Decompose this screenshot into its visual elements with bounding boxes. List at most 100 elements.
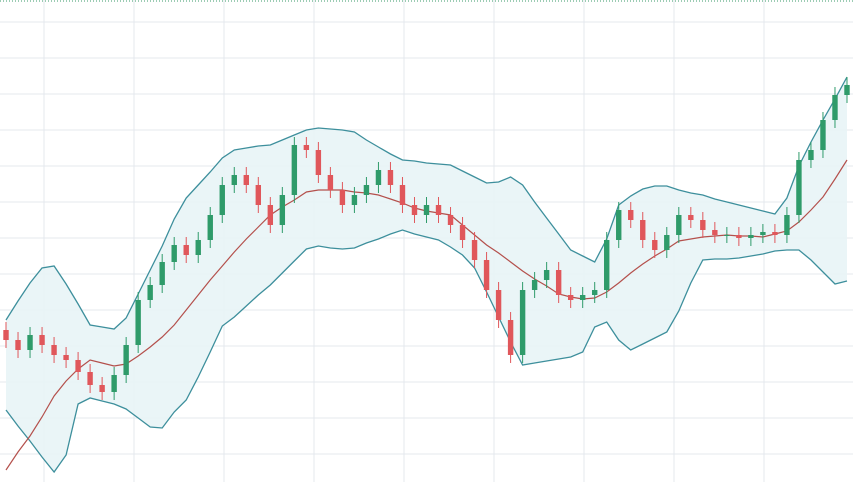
candle <box>315 142 322 183</box>
candle-body <box>760 232 766 235</box>
candle <box>75 352 81 380</box>
candle-body <box>375 170 382 185</box>
candle-body <box>844 85 850 95</box>
candle <box>676 207 682 243</box>
candle <box>820 112 826 158</box>
candle-body <box>736 235 742 238</box>
candle-body <box>555 270 562 295</box>
candle-body <box>471 240 478 260</box>
candle <box>772 224 778 243</box>
candle <box>736 227 742 246</box>
band-fill <box>6 77 847 472</box>
candle <box>243 167 249 193</box>
candle <box>39 327 45 353</box>
candle <box>87 364 93 393</box>
candle <box>664 227 670 258</box>
candle <box>303 137 310 158</box>
candle <box>279 187 286 233</box>
candle-body <box>519 290 526 355</box>
candle-body <box>39 335 45 345</box>
candle-body <box>123 345 129 375</box>
candle-body <box>543 270 550 280</box>
candle-body <box>363 185 370 195</box>
candle-body <box>219 185 225 215</box>
candle <box>808 142 814 168</box>
candle <box>459 217 466 248</box>
upper-band <box>5 76 848 330</box>
candle-body <box>459 225 466 240</box>
candle-body <box>796 160 802 215</box>
candle <box>652 232 658 258</box>
candle-body <box>447 215 454 225</box>
candle <box>135 292 141 353</box>
candle <box>844 77 850 103</box>
candle <box>411 197 418 223</box>
candle-body <box>700 220 706 230</box>
candle-body <box>135 300 141 345</box>
candle-body <box>171 245 177 262</box>
candle-body <box>531 280 538 290</box>
candle <box>784 207 790 243</box>
candle-body <box>507 320 514 355</box>
candle <box>195 232 201 263</box>
candle <box>3 322 9 348</box>
candle-body <box>207 215 213 240</box>
candle-body <box>339 190 346 205</box>
candle-body <box>483 260 490 290</box>
candle <box>27 327 33 358</box>
candle-body <box>676 215 682 235</box>
candle-body <box>495 290 502 320</box>
candle-body <box>387 170 394 185</box>
candle <box>832 87 838 128</box>
candle-body <box>820 120 826 150</box>
candle-body <box>99 385 105 392</box>
candle <box>339 182 346 213</box>
candle-body <box>579 295 586 300</box>
candle-body <box>616 210 622 240</box>
candle-body <box>327 175 334 190</box>
lower-band <box>5 229 848 474</box>
candle <box>567 287 574 308</box>
candle-body <box>652 240 658 250</box>
candle <box>219 177 225 223</box>
candle <box>640 212 646 248</box>
candle-body <box>51 345 57 355</box>
candle-body <box>279 195 286 225</box>
candle <box>183 237 189 263</box>
candle <box>435 197 442 223</box>
candle-body <box>111 375 117 392</box>
candle <box>423 197 430 223</box>
candle <box>796 152 802 223</box>
candle <box>51 337 57 363</box>
candle <box>616 202 622 248</box>
candle-body <box>567 295 574 300</box>
candle <box>555 262 562 303</box>
candle <box>700 212 706 238</box>
candle <box>111 367 117 400</box>
candle-body <box>664 235 670 250</box>
candle-body <box>724 235 730 236</box>
candle-body <box>159 262 165 285</box>
candle <box>507 312 514 363</box>
candle-body <box>604 240 610 290</box>
candle-body <box>3 330 9 340</box>
candle-body <box>712 230 718 235</box>
candle <box>712 222 718 243</box>
candle <box>291 137 298 203</box>
candle <box>327 167 334 198</box>
candle-body <box>303 145 310 150</box>
candle-body <box>351 195 358 205</box>
candle-body <box>63 355 69 360</box>
candle-body <box>75 360 81 372</box>
candle <box>207 207 213 248</box>
candle-body <box>628 210 634 220</box>
candle <box>63 347 69 368</box>
candle <box>519 282 526 363</box>
candle <box>363 177 370 203</box>
candle <box>628 202 634 228</box>
candle <box>471 232 478 268</box>
candle <box>483 252 490 298</box>
candle-body <box>591 290 598 295</box>
candle <box>255 177 262 213</box>
